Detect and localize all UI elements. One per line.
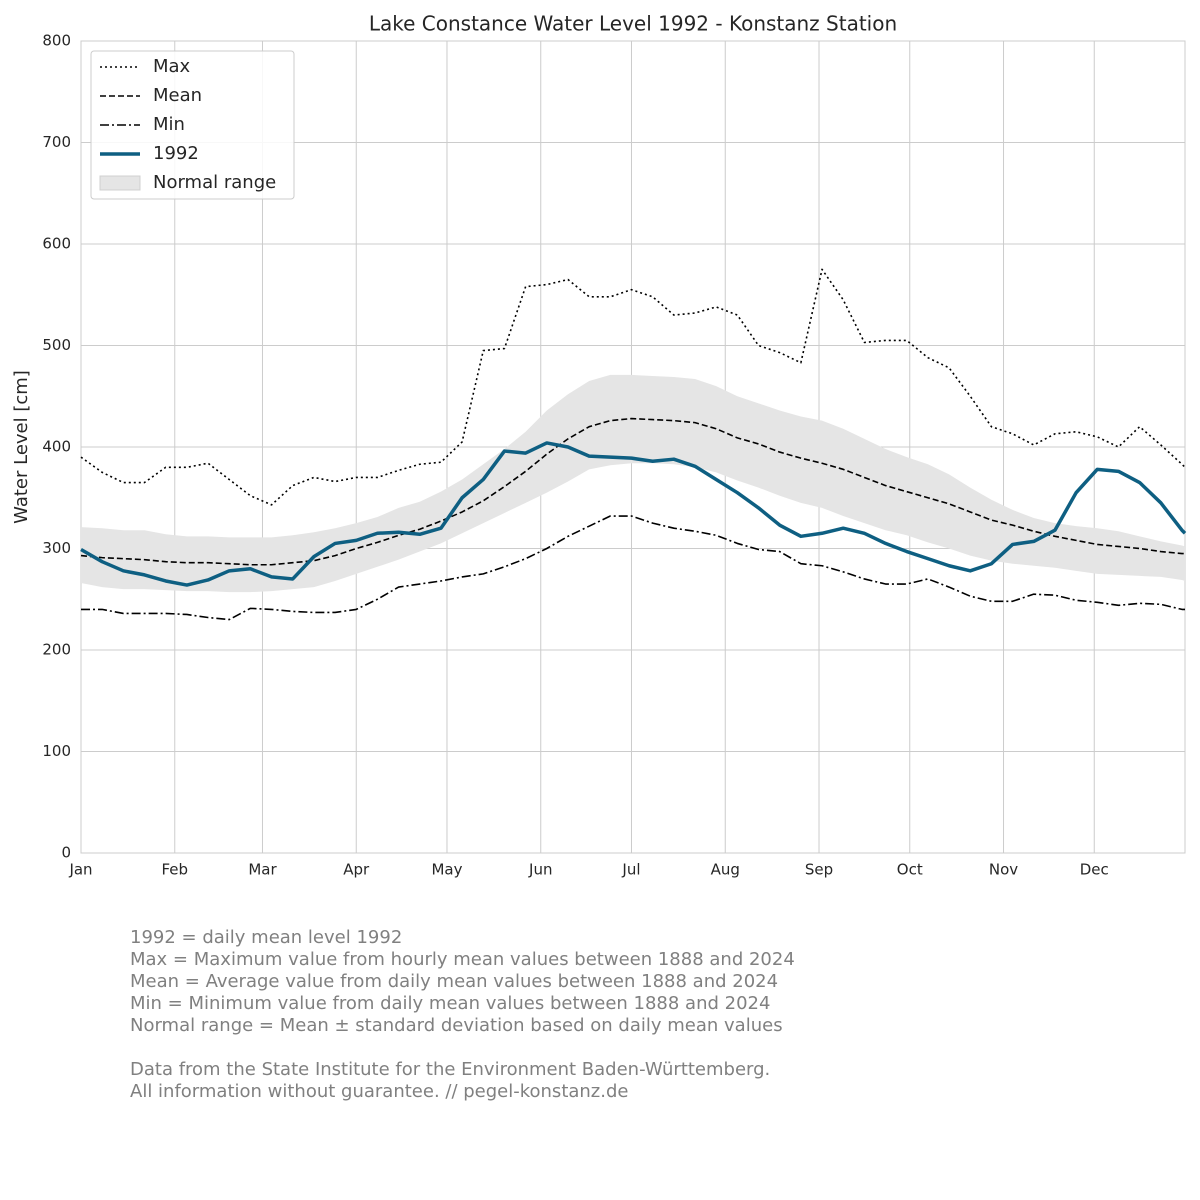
y-tick-label: 700 xyxy=(42,133,71,151)
footnote: Max = Maximum value from hourly mean val… xyxy=(130,949,795,970)
normal-range xyxy=(81,374,1185,593)
footnote: Mean = Average value from daily mean val… xyxy=(130,971,778,992)
x-tick-label: Jun xyxy=(528,861,552,879)
x-tick-label: May xyxy=(431,861,462,879)
legend-label: Min xyxy=(153,114,185,135)
legend-label: Normal range xyxy=(153,172,276,193)
legend: Max Mean Min 1992 Normal range xyxy=(90,50,295,200)
series-line xyxy=(81,515,1185,621)
footnote: Min = Minimum value from daily mean valu… xyxy=(130,993,770,1014)
y-tick-label: 200 xyxy=(42,641,71,659)
series-line xyxy=(80,417,1185,566)
footnote: Normal range = Mean ± standard deviation… xyxy=(130,1015,783,1036)
x-tick-label: Jul xyxy=(621,861,640,879)
y-tick-label: 0 xyxy=(61,844,71,862)
footnote: All information without guarantee. // pe… xyxy=(130,1081,628,1102)
x-tick-label: Sep xyxy=(805,861,833,879)
y-tick-label: 400 xyxy=(42,438,71,456)
x-tick-label: Mar xyxy=(248,861,277,879)
x-tick-label: Oct xyxy=(897,861,923,879)
footnote: Data from the State Institute for the En… xyxy=(130,1059,770,1080)
footnote: 1992 = daily mean level 1992 xyxy=(130,927,402,948)
chart-title: Lake Constance Water Level 1992 - Konsta… xyxy=(369,12,897,36)
y-tick-label: 500 xyxy=(42,336,71,354)
x-tick-label: Apr xyxy=(343,861,370,879)
y-tick-label: 100 xyxy=(42,742,71,760)
legend-label: Max xyxy=(153,56,191,77)
x-tick-label: Aug xyxy=(711,861,740,879)
y-tick-label: 300 xyxy=(42,539,71,557)
legend-label: 1992 xyxy=(153,143,199,164)
series-line xyxy=(80,441,1187,587)
y-tick-label: 800 xyxy=(42,32,71,50)
x-tick-label: Feb xyxy=(161,861,188,879)
legend-box xyxy=(90,50,295,200)
y-axis-label: Water Level [cm] xyxy=(11,370,32,524)
x-tick-label: Jan xyxy=(68,861,92,879)
legend-swatch xyxy=(99,175,141,191)
x-tick-label: Nov xyxy=(989,861,1018,879)
legend-label: Mean xyxy=(153,85,202,106)
x-tick-label: Dec xyxy=(1080,861,1109,879)
y-tick-label: 600 xyxy=(42,235,71,253)
